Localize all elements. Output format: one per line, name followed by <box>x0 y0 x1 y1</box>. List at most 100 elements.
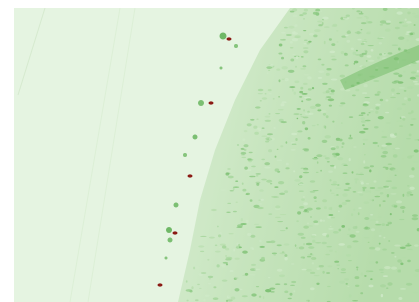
texture-speck <box>414 149 419 152</box>
texture-speck <box>269 288 275 290</box>
texture-speck <box>297 211 301 214</box>
texture-speck <box>303 243 305 245</box>
texture-speck <box>325 97 327 100</box>
texture-speck <box>362 66 366 69</box>
texture-speck <box>286 227 288 229</box>
texture-speck <box>368 60 375 62</box>
texture-speck <box>320 11 322 12</box>
texture-speck <box>326 73 330 76</box>
texture-speck <box>307 211 309 213</box>
texture-speck <box>312 240 315 243</box>
texture-speck <box>413 161 419 163</box>
texture-speck <box>403 257 407 258</box>
texture-speck <box>385 143 392 146</box>
texture-speck <box>324 41 326 44</box>
texture-speck <box>304 40 308 41</box>
texture-speck <box>325 135 331 138</box>
texture-speck <box>359 54 363 57</box>
texture-speck <box>361 22 366 24</box>
texture-speck <box>413 81 418 83</box>
texture-speck <box>244 144 249 147</box>
texture-speck <box>411 71 416 73</box>
texture-speck <box>300 87 303 90</box>
texture-speck <box>211 209 217 211</box>
texture-speck <box>403 194 405 197</box>
texture-speck <box>251 264 256 266</box>
texture-speck <box>411 110 414 113</box>
texture-speck <box>341 268 346 271</box>
texture-speck <box>348 187 352 188</box>
texture-speck <box>397 8 401 9</box>
texture-speck <box>281 103 285 106</box>
texture-speck <box>264 167 270 169</box>
texture-speck <box>362 124 365 126</box>
texture-speck <box>339 139 343 142</box>
texture-speck <box>379 269 384 271</box>
texture-speck <box>277 159 283 161</box>
texture-speck <box>331 43 335 46</box>
texture-speck <box>240 223 246 225</box>
texture-speck <box>408 36 413 38</box>
texture-speck <box>326 234 329 237</box>
texture-speck <box>382 223 386 226</box>
texture-speck <box>242 295 248 297</box>
texture-speck <box>379 235 382 237</box>
shrub <box>183 153 187 157</box>
texture-speck <box>348 228 351 230</box>
texture-speck <box>337 184 339 186</box>
texture-speck <box>323 113 326 116</box>
texture-speck <box>383 275 388 277</box>
texture-speck <box>366 20 368 23</box>
texture-speck <box>362 187 366 189</box>
texture-speck <box>311 235 316 238</box>
aerial-image <box>0 0 419 302</box>
texture-speck <box>388 52 393 54</box>
texture-speck <box>349 294 352 297</box>
texture-speck <box>242 189 246 192</box>
texture-speck <box>292 38 298 41</box>
texture-speck <box>260 100 262 102</box>
texture-speck <box>276 69 280 71</box>
texture-speck <box>275 168 280 171</box>
texture-speck <box>404 97 407 100</box>
texture-speck <box>230 270 234 272</box>
texture-speck <box>342 202 347 205</box>
texture-speck <box>402 210 404 213</box>
texture-speck <box>256 183 259 186</box>
texture-speck <box>327 246 332 247</box>
texture-speck <box>394 205 398 207</box>
texture-speck <box>307 256 311 257</box>
texture-speck <box>370 111 374 112</box>
texture-speck <box>359 194 363 196</box>
texture-speck <box>302 121 305 124</box>
texture-speck <box>257 207 264 209</box>
texture-speck <box>270 291 274 292</box>
texture-speck <box>354 178 358 180</box>
texture-speck <box>356 173 359 175</box>
marker <box>158 283 163 286</box>
texture-speck <box>322 242 327 244</box>
texture-speck <box>261 179 267 181</box>
texture-speck <box>327 216 331 219</box>
texture-speck <box>360 172 362 173</box>
texture-speck <box>384 147 387 150</box>
texture-speck <box>280 145 283 147</box>
texture-speck <box>329 207 332 210</box>
texture-speck <box>376 261 379 263</box>
texture-speck <box>382 131 384 133</box>
texture-speck <box>250 199 253 202</box>
texture-speck <box>331 59 336 61</box>
texture-speck <box>235 181 238 182</box>
texture-speck <box>274 254 276 255</box>
texture-speck <box>303 12 307 14</box>
texture-speck <box>266 66 272 69</box>
texture-speck <box>277 221 283 222</box>
texture-speck <box>331 184 337 186</box>
texture-speck <box>393 154 398 157</box>
texture-speck <box>353 52 357 55</box>
texture-speck <box>409 175 415 178</box>
texture-speck <box>403 71 406 73</box>
texture-speck <box>370 190 372 193</box>
texture-speck <box>341 51 344 54</box>
texture-speck <box>398 48 401 51</box>
